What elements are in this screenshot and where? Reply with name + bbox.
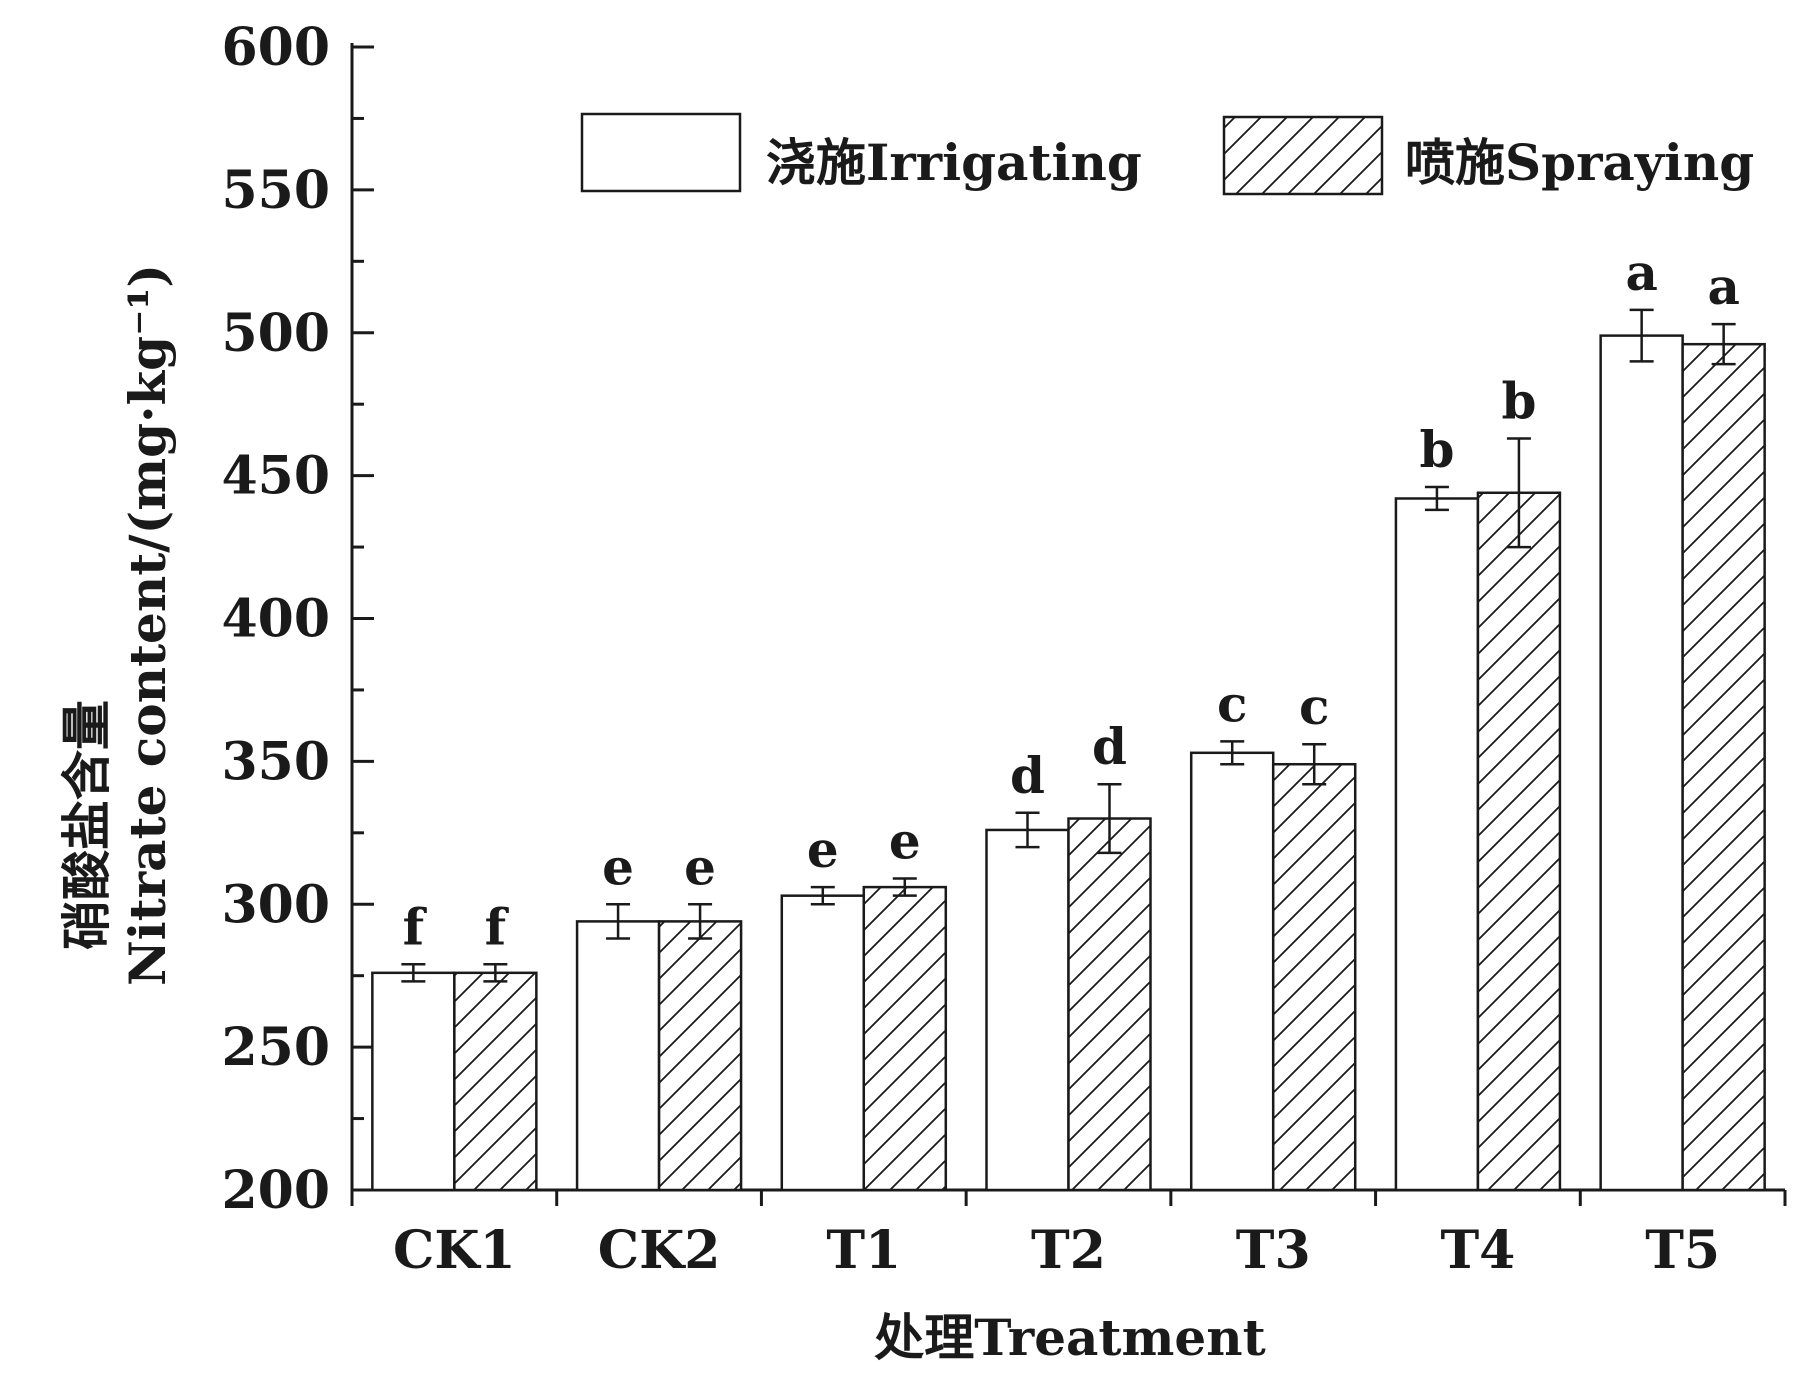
legend-label-irrigating: 浇施Irrigating xyxy=(766,133,1142,192)
y-axis-title-group: 硝酸盐含量 xyxy=(57,700,116,950)
significance-label: e xyxy=(602,837,634,896)
y-tick-label: 550 xyxy=(221,160,330,221)
significance-label: e xyxy=(684,837,716,896)
y-tick-label: 600 xyxy=(221,17,330,78)
x-tick-label: CK1 xyxy=(393,1220,516,1281)
legend-swatch-irrigating xyxy=(580,112,742,193)
x-tick-label: T1 xyxy=(826,1220,901,1281)
bar-spraying xyxy=(1681,342,1766,1192)
bar-irrigating xyxy=(780,894,866,1192)
bar-irrigating xyxy=(1599,334,1684,1192)
y-tick-label: 200 xyxy=(221,1160,330,1221)
y-tick-label: 250 xyxy=(221,1017,330,1078)
legend: 浇施Irrigating 喷施Spraying xyxy=(580,112,1754,196)
bar-irrigating xyxy=(1189,751,1275,1192)
bar-irrigating xyxy=(985,828,1070,1192)
significance-label: a xyxy=(1707,257,1739,316)
x-tick-label: T5 xyxy=(1645,1220,1720,1281)
bar-irrigating xyxy=(575,920,661,1192)
y-axis-title-group-en: Nitrate content/(mg·kg⁻¹) xyxy=(118,264,177,986)
bar-spraying xyxy=(453,971,538,1192)
x-tick-label: T4 xyxy=(1440,1220,1515,1281)
significance-label: d xyxy=(1092,717,1127,776)
bar-spraying xyxy=(862,885,948,1192)
bar-irrigating xyxy=(371,971,456,1192)
bar-irrigating xyxy=(1394,497,1480,1192)
significance-label: b xyxy=(1501,371,1536,430)
significance-label: f xyxy=(485,897,510,956)
significance-label: e xyxy=(889,812,921,871)
bar-group xyxy=(371,308,1766,1192)
x-axis-title: 处理Treatment xyxy=(874,1308,1265,1367)
plot-axes: 200 250 300 350 400 450 500 550 600 CK1 CK2 T1 T2 T3 T… xyxy=(221,17,1787,1281)
y-axis-title-cn: 硝酸盐含量 xyxy=(57,700,116,950)
bar-spraying xyxy=(1271,762,1357,1192)
y-tick-label: 350 xyxy=(221,731,330,792)
y-tick-label: 450 xyxy=(221,446,330,507)
significance-label: e xyxy=(807,820,839,879)
legend-swatch-spraying xyxy=(1222,115,1384,196)
significance-label: c xyxy=(1217,674,1247,733)
significance-label: b xyxy=(1419,420,1454,479)
bar-spraying xyxy=(657,920,743,1192)
y-tick-label: 400 xyxy=(221,589,330,650)
significance-label: f xyxy=(403,897,428,956)
y-axis-title-en: Nitrate content/(mg·kg⁻¹) xyxy=(118,264,177,986)
y-tick-label: 500 xyxy=(221,303,330,364)
significance-label: a xyxy=(1625,243,1657,302)
bar-spraying xyxy=(1067,817,1152,1192)
significance-label: d xyxy=(1010,746,1045,805)
x-tick-label: T2 xyxy=(1031,1220,1106,1281)
x-tick-label: T3 xyxy=(1236,1220,1311,1281)
y-tick-label: 300 xyxy=(221,874,330,935)
x-tick-label: CK2 xyxy=(598,1220,721,1281)
legend-label-spraying: 喷施Spraying xyxy=(1405,133,1754,192)
significance-label: c xyxy=(1299,677,1329,736)
bar-spraying xyxy=(1476,491,1562,1192)
